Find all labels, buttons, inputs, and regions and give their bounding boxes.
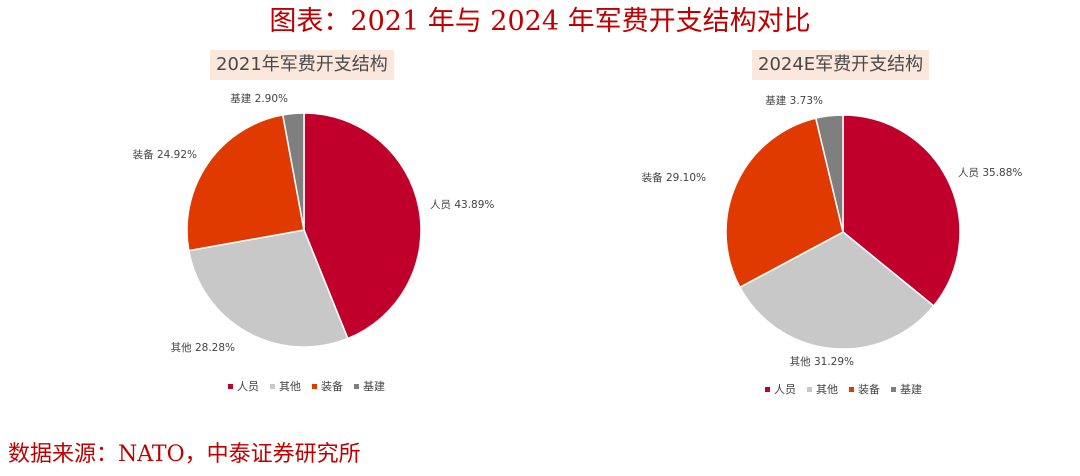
legend-label: 其他 [816,383,838,396]
legend-swatch [807,387,812,392]
slice-label: 基建 2.90% [230,92,288,105]
pie-slice [281,112,305,231]
legend-label: 装备 [321,379,343,393]
legend-swatch [849,387,854,392]
legend-swatch [891,387,896,392]
legend-swatch [354,384,359,389]
figure-title: 图表：2021 年与 2024 年军费开支结构对比 [269,6,811,37]
pie-slice [303,112,422,340]
legend-swatch [270,384,275,389]
pie-slice [186,114,305,252]
legend-label: 基建 [363,379,385,393]
slice-label: 人员 35.88% [958,167,1022,179]
slice-label: 装备 29.10% [642,171,706,184]
legend-swatch [228,384,233,389]
slice-label: 人员 43.89% [430,199,494,211]
chart-title-2021: 2021年军费开支结构 [210,50,394,80]
slice-label: 装备 24.92% [133,148,197,161]
slice-label: 其他 28.28% [171,341,235,354]
pie-slice [842,114,961,307]
source-note: 数据来源：NATO，中泰证券研究所 [8,442,361,467]
slice-label: 其他 31.29% [790,355,854,368]
chart-title-2024: 2024E军费开支结构 [752,50,930,80]
legend-label: 装备 [858,382,880,396]
legend-label: 其他 [279,380,301,393]
slice-label: 基建 3.73% [765,94,823,107]
pie-slice [187,229,349,348]
pie-slice [738,231,935,350]
legend-swatch [765,387,770,392]
pie-slice [814,114,844,233]
pie-slice [725,117,844,289]
legend-label: 基建 [900,382,922,396]
legend-label: 人员 [774,383,796,396]
legend-swatch [312,384,317,389]
legend-label: 人员 [237,380,259,393]
